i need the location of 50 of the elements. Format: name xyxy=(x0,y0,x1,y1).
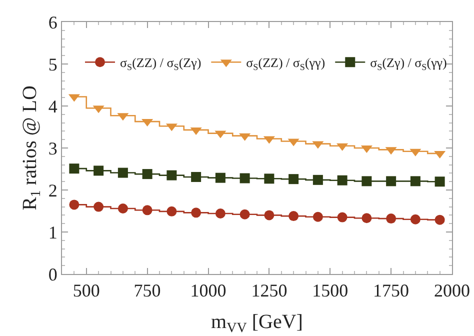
point xyxy=(118,168,128,178)
legend-label: σ$_{S}$(Zγ) / σ$_{S}$(γγ) xyxy=(370,55,447,72)
x-axis-title: m$_{VV}$ [GeV] xyxy=(211,310,303,336)
point xyxy=(312,212,323,222)
point xyxy=(288,211,299,222)
x-tick-label: 1500 xyxy=(312,280,348,301)
point xyxy=(337,175,348,186)
point xyxy=(386,176,396,186)
point xyxy=(288,174,299,184)
point xyxy=(69,200,80,210)
point xyxy=(69,164,80,174)
point xyxy=(264,174,274,184)
point xyxy=(142,205,152,216)
point xyxy=(166,170,177,180)
point xyxy=(362,213,372,224)
x-tick-label: 500 xyxy=(72,280,100,301)
x-tick-label: 750 xyxy=(134,280,161,301)
point xyxy=(434,176,445,187)
x-tick-label: 1250 xyxy=(251,280,288,301)
y-tick-label: 4 xyxy=(48,96,58,116)
x-tick-label: 1000 xyxy=(190,280,226,301)
y-tick-label: 0 xyxy=(48,264,58,284)
x-tick-label: 1750 xyxy=(373,280,410,301)
point xyxy=(191,172,202,182)
point xyxy=(312,174,323,185)
y-tick-label: 5 xyxy=(48,54,58,74)
point xyxy=(118,203,128,214)
point xyxy=(240,209,250,220)
point xyxy=(362,176,372,186)
point xyxy=(337,212,348,222)
point xyxy=(240,173,250,184)
point xyxy=(191,208,202,218)
point xyxy=(215,208,226,219)
point xyxy=(410,214,420,224)
point xyxy=(94,166,104,176)
point xyxy=(166,206,177,216)
legend-label: σ$_{S}$(ZZ) / σ$_{S}$(γγ) xyxy=(246,55,326,72)
y-tick-label: 2 xyxy=(48,180,58,200)
x-tick-label: 2000 xyxy=(434,280,470,301)
y-tick-label: 3 xyxy=(48,138,58,158)
point xyxy=(264,210,274,220)
point xyxy=(386,214,396,224)
legend-label: σ$_{S}$(ZZ) / σ$_{S}$(Zγ) xyxy=(120,55,202,72)
point xyxy=(434,214,445,225)
point xyxy=(215,172,226,183)
point xyxy=(142,169,152,180)
point xyxy=(410,176,420,186)
y-tick-label: 1 xyxy=(48,222,58,242)
y-tick-label: 6 xyxy=(48,12,58,32)
point xyxy=(94,202,104,212)
